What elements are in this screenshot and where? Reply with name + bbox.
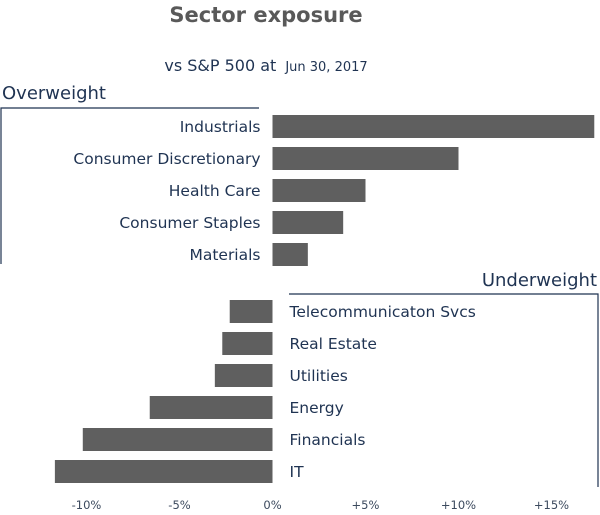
bar-industrials <box>272 115 595 138</box>
x-tick-label: +5% <box>352 498 380 512</box>
category-label-health-care: Health Care <box>169 182 261 200</box>
category-label-consumer-staples: Consumer Staples <box>119 214 260 232</box>
subtitle-date: Jun 30, 2017 <box>284 60 367 75</box>
chart-subtitle: vs S&P 500 at Jun 30, 2017 <box>164 56 367 75</box>
category-label-materials: Materials <box>189 246 260 264</box>
underweight-bracket <box>289 293 599 487</box>
category-label-it: IT <box>290 463 305 481</box>
overweight-label: Overweight <box>2 83 106 104</box>
bar-materials <box>272 243 308 266</box>
bar-energy <box>149 396 273 419</box>
category-label-industrials: Industrials <box>180 118 261 136</box>
bar-utilities <box>214 364 273 387</box>
category-label-telecommunicaton-svcs: Telecommunicaton Svcs <box>289 303 476 321</box>
x-tick-label: -5% <box>168 498 190 512</box>
x-tick-label: 0% <box>263 498 281 512</box>
bars-layer <box>54 115 595 483</box>
bar-health-care <box>272 179 366 202</box>
x-tick-label: +10% <box>441 498 476 512</box>
category-label-financials: Financials <box>290 431 366 449</box>
category-label-energy: Energy <box>290 399 344 417</box>
subtitle-text: vs S&P 500 at <box>164 56 276 75</box>
bar-financials <box>82 428 273 451</box>
bar-consumer-staples <box>272 211 344 234</box>
x-tick-label: +15% <box>534 498 569 512</box>
x-tick-label: -10% <box>72 498 102 512</box>
underweight-label: Underweight <box>482 270 597 291</box>
category-label-consumer-discretionary: Consumer Discretionary <box>73 150 260 168</box>
overweight-bracket <box>0 107 259 264</box>
bar-consumer-discretionary <box>272 147 459 170</box>
category-labels: Industrials Consumer Discretionary Health … <box>73 118 475 481</box>
category-label-utilities: Utilities <box>290 367 348 385</box>
x-axis-ticks: -10% -5% 0% +5% +10% +15% <box>72 498 570 512</box>
bar-telecommunicaton-svcs <box>229 300 273 323</box>
category-label-real-estate: Real Estate <box>290 335 377 353</box>
bar-real-estate <box>222 332 273 355</box>
bar-it <box>54 460 273 483</box>
chart-title: Sector exposure <box>169 3 362 27</box>
